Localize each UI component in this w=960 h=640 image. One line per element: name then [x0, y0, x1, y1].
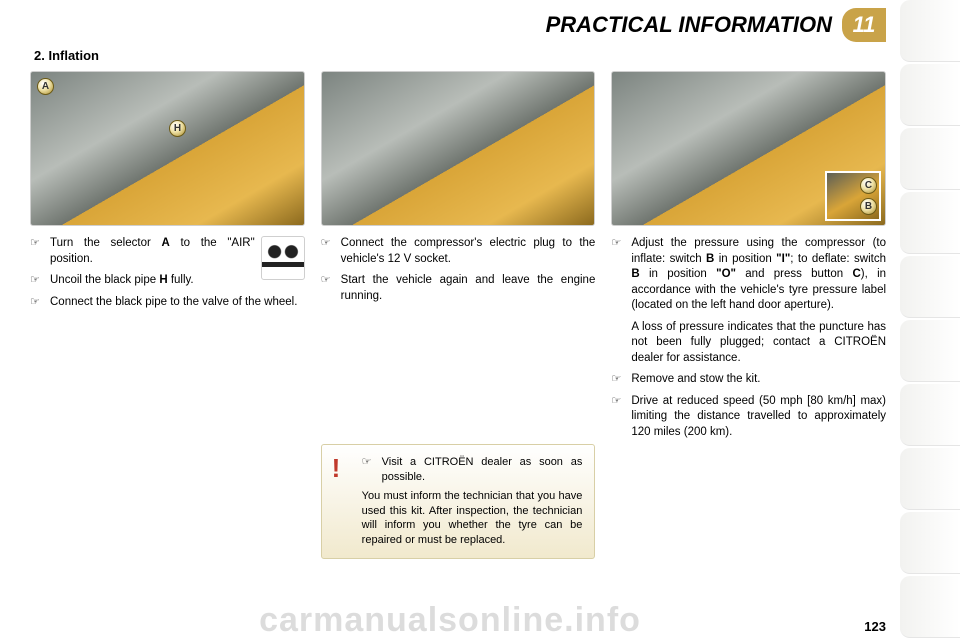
- chapter-badge: 11: [842, 8, 886, 42]
- bullet-text: Remove and stow the kit.: [631, 372, 886, 388]
- bullet-text: Visit a CITROËN dealer as soon as possib…: [382, 455, 583, 485]
- column-left: A H ☞ Turn the selector A to the "AIR" p…: [30, 71, 305, 559]
- marker-a: A: [37, 78, 54, 95]
- bullet-item: ☞ Turn the selector A to the "AIR" posit…: [30, 236, 255, 267]
- bullet-item: ☞ Connect the compressor's electric plug…: [321, 236, 596, 267]
- marker-b: B: [860, 198, 877, 215]
- bullet-symbol: ☞: [30, 295, 44, 311]
- side-tab[interactable]: [900, 0, 960, 62]
- side-tab[interactable]: [900, 64, 960, 126]
- side-tab[interactable]: [900, 192, 960, 254]
- bullet-text: Turn the selector A to the "AIR" positio…: [50, 236, 255, 267]
- bullet-text: Start the vehicle again and leave the en…: [341, 273, 596, 304]
- bullet-symbol: [611, 320, 625, 367]
- side-tab[interactable]: [900, 576, 960, 638]
- bullet-text: Connect the compressor's electric plug t…: [341, 236, 596, 267]
- illustration-middle: [321, 71, 596, 226]
- bullet-symbol: ☞: [611, 394, 625, 441]
- note-paragraph: You must inform the technician that you …: [362, 489, 583, 548]
- bullet-symbol: ☞: [611, 236, 625, 314]
- side-tab[interactable]: [900, 256, 960, 318]
- bullet-item: ☞ Start the vehicle again and leave the …: [321, 273, 596, 304]
- page-header: PRACTICAL INFORMATION 11: [30, 8, 886, 42]
- side-tab[interactable]: [900, 512, 960, 574]
- bullet-text: Drive at reduced speed (50 mph [80 km/h]…: [631, 394, 886, 441]
- bullet-symbol: ☞: [321, 273, 335, 304]
- side-tab[interactable]: [900, 384, 960, 446]
- bullet-symbol: ☞: [611, 372, 625, 388]
- bullet-item: ☞ Uncoil the black pipe H fully.: [30, 273, 255, 289]
- warning-icon: !: [332, 455, 352, 548]
- bullet-symbol: ☞: [321, 236, 335, 267]
- note-body: ☞ Visit a CITROËN dealer as soon as poss…: [362, 455, 583, 548]
- page-number: 123: [864, 619, 886, 634]
- illustration-right: C B: [611, 71, 886, 226]
- bullet-item: ☞ Drive at reduced speed (50 mph [80 km/…: [611, 394, 886, 441]
- bullet-text: A loss of pressure indicates that the pu…: [631, 320, 886, 367]
- illustration-inset: C B: [825, 171, 881, 221]
- page: PRACTICAL INFORMATION 11 2. Inflation A …: [0, 0, 900, 640]
- bullet-item: A loss of pressure indicates that the pu…: [611, 320, 886, 367]
- bullet-text: Adjust the pressure using the compressor…: [631, 236, 886, 314]
- illustration-left: A H: [30, 71, 305, 226]
- column-middle: ☞ Connect the compressor's electric plug…: [321, 71, 596, 559]
- side-tab[interactable]: [900, 128, 960, 190]
- bullet-item: ☞ Connect the black pipe to the valve of…: [30, 295, 305, 311]
- bullet-item: ☞ Remove and stow the kit.: [611, 372, 886, 388]
- bullet-symbol: ☞: [30, 236, 44, 267]
- column-right: C B ☞ Adjust the pressure using the comp…: [611, 71, 886, 559]
- bullet-symbol: ☞: [362, 455, 376, 485]
- columns: A H ☞ Turn the selector A to the "AIR" p…: [30, 71, 886, 559]
- section-title: PRACTICAL INFORMATION: [546, 12, 832, 38]
- bullet-item: ☞ Adjust the pressure using the compress…: [611, 236, 886, 314]
- side-tabs: [900, 0, 960, 640]
- note-box: ! ☞ Visit a CITROËN dealer as soon as po…: [321, 444, 596, 559]
- bullet-text: Uncoil the black pipe H fully.: [50, 273, 255, 289]
- marker-h: H: [169, 120, 186, 137]
- side-tab[interactable]: [900, 320, 960, 382]
- bullet-item: ☞ Visit a CITROËN dealer as soon as poss…: [362, 455, 583, 485]
- marker-c: C: [860, 177, 877, 194]
- frost-icon: [261, 236, 305, 280]
- subheading: 2. Inflation: [34, 48, 882, 63]
- bullet-symbol: ☞: [30, 273, 44, 289]
- bullet-text: Connect the black pipe to the valve of t…: [50, 295, 305, 311]
- side-tab[interactable]: [900, 448, 960, 510]
